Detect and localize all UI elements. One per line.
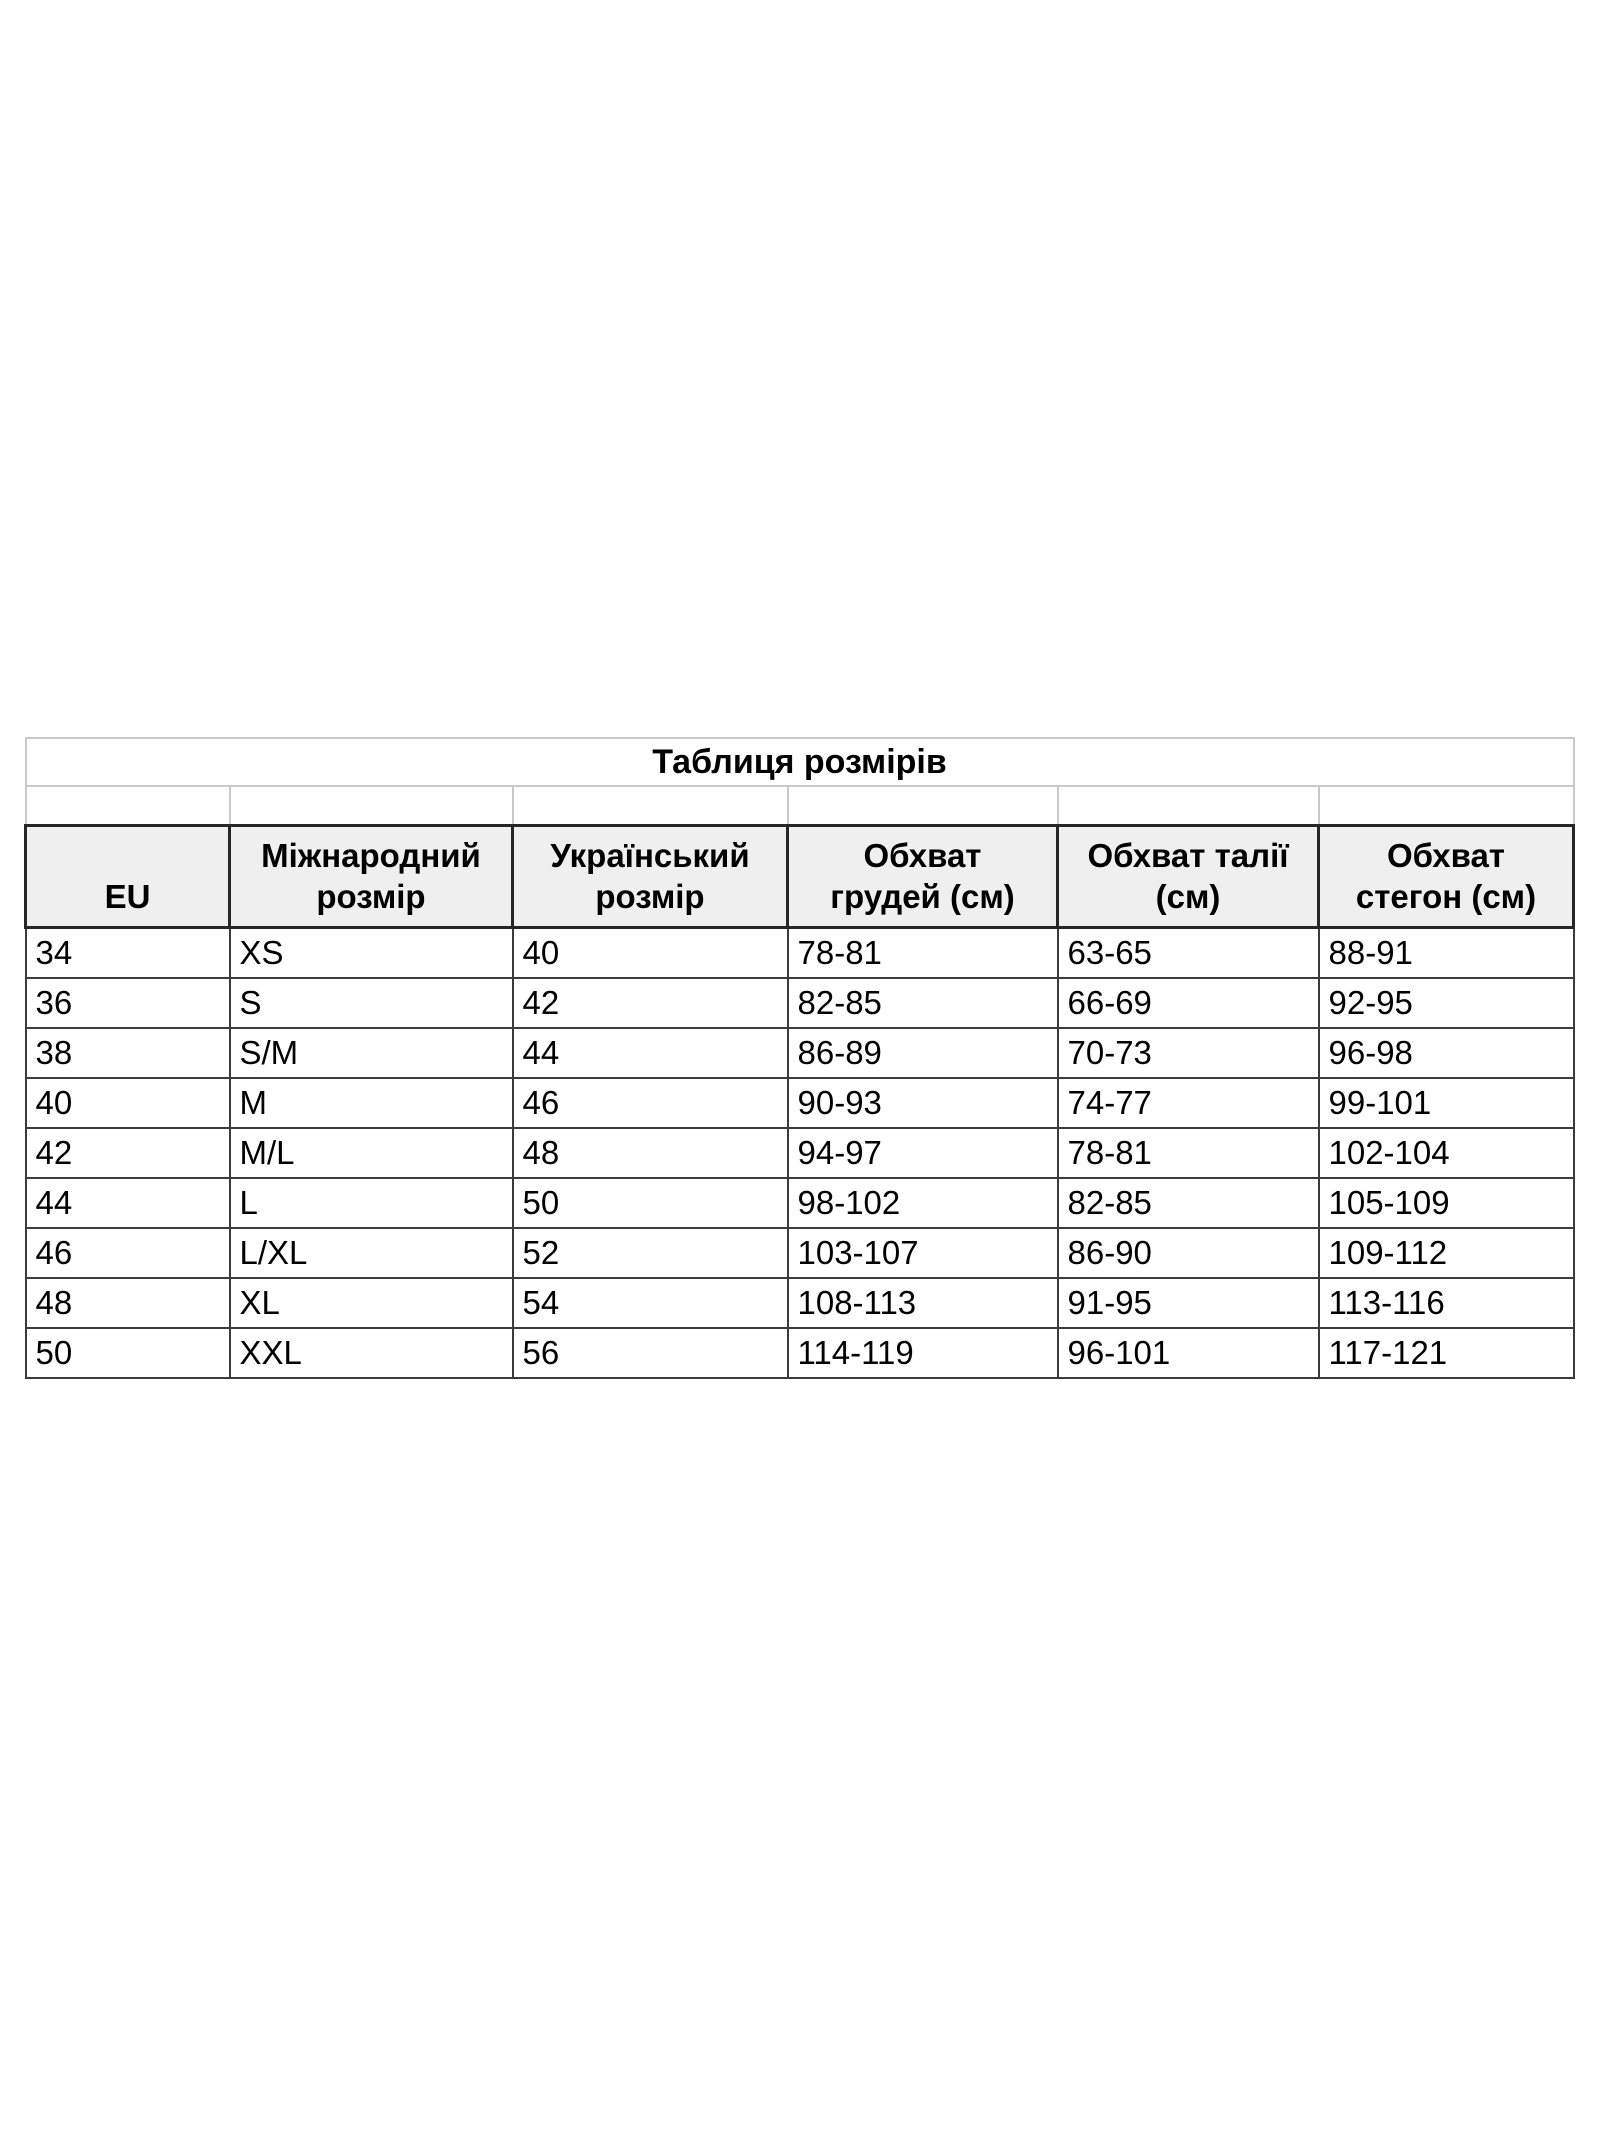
cell-eu: 50	[24, 1327, 231, 1379]
cell-ukrainian-size: 40	[511, 926, 789, 979]
cell-chest-cm: 94-97	[786, 1127, 1059, 1179]
size-table-body: 34 XS 40 78-81 63-65 88-91 36 S 42 82-85 66-69 92-9…	[24, 926, 1575, 1379]
cell-ukrainian-size: 54	[511, 1277, 789, 1329]
spacer-cell	[228, 785, 514, 827]
cell-hips-cm: 105-109	[1317, 1177, 1575, 1229]
column-header-line: Обхват	[1387, 837, 1505, 874]
cell-eu: 48	[24, 1277, 231, 1329]
table-row: 34 XS 40 78-81 63-65 88-91	[24, 926, 1575, 979]
cell-international-size: S/M	[228, 1027, 514, 1079]
column-header-line: Український	[550, 837, 750, 874]
cell-hips-cm: 102-104	[1317, 1127, 1575, 1179]
spacer-cell	[1056, 785, 1320, 827]
cell-international-size: XS	[228, 926, 514, 979]
cell-waist-cm: 63-65	[1056, 926, 1320, 979]
cell-hips-cm: 96-98	[1317, 1027, 1575, 1079]
cell-ukrainian-size: 48	[511, 1127, 789, 1179]
cell-chest-cm: 108-113	[786, 1277, 1059, 1329]
column-header-line: розмір	[595, 878, 705, 915]
table-title: Таблиця розмірів	[24, 737, 1575, 787]
table-row: 48 XL 54 108-113 91-95 113-116	[24, 1277, 1575, 1329]
cell-waist-cm: 96-101	[1056, 1327, 1320, 1379]
column-header-eu: EU	[24, 824, 231, 929]
cell-ukrainian-size: 50	[511, 1177, 789, 1229]
column-header-line: грудей (см)	[830, 878, 1015, 915]
cell-hips-cm: 88-91	[1317, 926, 1575, 979]
cell-international-size: L	[228, 1177, 514, 1229]
cell-ukrainian-size: 56	[511, 1327, 789, 1379]
cell-ukrainian-size: 42	[511, 977, 789, 1029]
cell-international-size: M	[228, 1077, 514, 1129]
cell-ukrainian-size: 52	[511, 1227, 789, 1279]
column-header-waist-cm: Обхват талії (см)	[1056, 824, 1320, 929]
table-row: 50 XXL 56 114-119 96-101 117-121	[24, 1327, 1575, 1379]
cell-international-size: XXL	[228, 1327, 514, 1379]
size-table-container: Таблиця розмірів EU Міжнародний розмір	[24, 737, 1575, 1379]
table-header-row: EU Міжнародний розмір Український розмір…	[24, 824, 1575, 929]
cell-chest-cm: 86-89	[786, 1027, 1059, 1079]
column-header-ukrainian-size: Український розмір	[511, 824, 789, 929]
cell-eu: 40	[24, 1077, 231, 1129]
cell-waist-cm: 78-81	[1056, 1127, 1320, 1179]
cell-international-size: L/XL	[228, 1227, 514, 1279]
cell-international-size: M/L	[228, 1127, 514, 1179]
table-row: 42 M/L 48 94-97 78-81 102-104	[24, 1127, 1575, 1179]
table-row: 44 L 50 98-102 82-85 105-109	[24, 1177, 1575, 1229]
cell-chest-cm: 90-93	[786, 1077, 1059, 1129]
table-row: 46 L/XL 52 103-107 86-90 109-112	[24, 1227, 1575, 1279]
column-header-line: Обхват талії	[1087, 837, 1289, 874]
cell-eu: 44	[24, 1177, 231, 1229]
cell-waist-cm: 86-90	[1056, 1227, 1320, 1279]
cell-eu: 38	[24, 1027, 231, 1079]
cell-international-size: XL	[228, 1277, 514, 1329]
cell-chest-cm: 82-85	[786, 977, 1059, 1029]
cell-waist-cm: 82-85	[1056, 1177, 1320, 1229]
cell-hips-cm: 99-101	[1317, 1077, 1575, 1129]
cell-eu: 42	[24, 1127, 231, 1179]
spacer-cell	[1317, 785, 1575, 827]
cell-chest-cm: 98-102	[786, 1177, 1059, 1229]
column-header-line: Міжнародний	[261, 837, 481, 874]
column-header-chest-cm: Обхват грудей (см)	[786, 824, 1059, 929]
cell-waist-cm: 66-69	[1056, 977, 1320, 1029]
spacer-row	[24, 785, 1575, 827]
cell-ukrainian-size: 46	[511, 1077, 789, 1129]
cell-international-size: S	[228, 977, 514, 1029]
size-table: Таблиця розмірів EU Міжнародний розмір	[24, 737, 1575, 1379]
table-row: 40 M 46 90-93 74-77 99-101	[24, 1077, 1575, 1129]
cell-eu: 34	[24, 926, 231, 979]
table-title-row: Таблиця розмірів	[24, 737, 1575, 787]
cell-chest-cm: 78-81	[786, 926, 1059, 979]
spacer-cell	[511, 785, 789, 827]
column-header-line: стегон (см)	[1355, 878, 1537, 915]
cell-hips-cm: 109-112	[1317, 1227, 1575, 1279]
cell-eu: 36	[24, 977, 231, 1029]
spacer-cell	[786, 785, 1059, 827]
column-header-line: розмір	[316, 878, 426, 915]
cell-chest-cm: 103-107	[786, 1227, 1059, 1279]
cell-waist-cm: 74-77	[1056, 1077, 1320, 1129]
column-header-hips-cm: Обхват стегон (см)	[1317, 824, 1575, 929]
column-header-international-size: Міжнародний розмір	[228, 824, 514, 929]
column-header-line: (см)	[1155, 878, 1221, 915]
column-header-line: EU	[104, 878, 151, 915]
cell-ukrainian-size: 44	[511, 1027, 789, 1079]
cell-chest-cm: 114-119	[786, 1327, 1059, 1379]
cell-waist-cm: 70-73	[1056, 1027, 1320, 1079]
column-header-line: Обхват	[863, 837, 982, 874]
cell-hips-cm: 113-116	[1317, 1277, 1575, 1329]
cell-eu: 46	[24, 1227, 231, 1279]
spacer-cell	[24, 785, 231, 827]
table-row: 36 S 42 82-85 66-69 92-95	[24, 977, 1575, 1029]
cell-hips-cm: 117-121	[1317, 1327, 1575, 1379]
cell-waist-cm: 91-95	[1056, 1277, 1320, 1329]
table-row: 38 S/M 44 86-89 70-73 96-98	[24, 1027, 1575, 1079]
cell-hips-cm: 92-95	[1317, 977, 1575, 1029]
